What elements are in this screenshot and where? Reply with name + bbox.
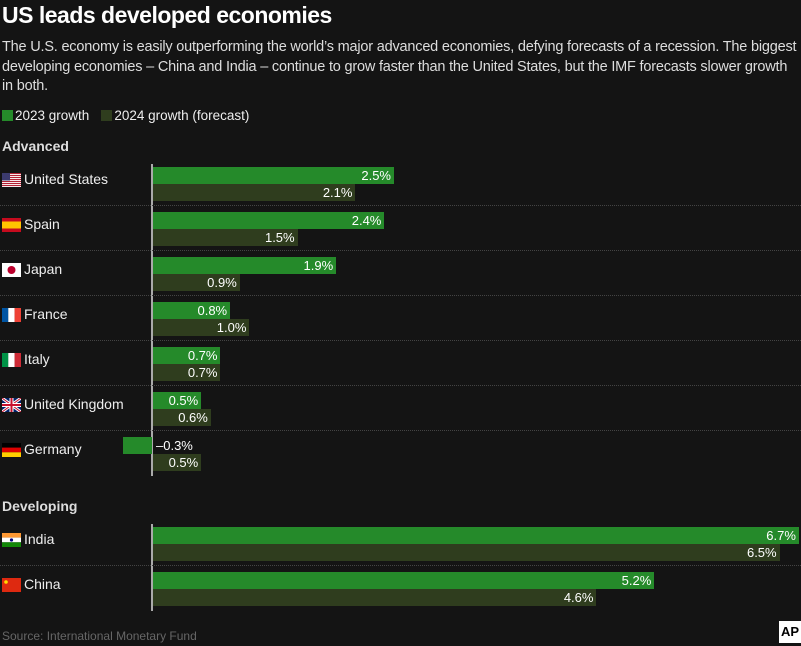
country-row: Spain 2.4% 1.5% xyxy=(0,205,801,250)
row-separator xyxy=(0,385,801,386)
bar-2023 xyxy=(153,392,202,409)
country-label: Germany xyxy=(24,441,82,457)
row-separator xyxy=(0,295,801,296)
flag-fr-icon xyxy=(2,308,21,322)
country-row: Japan 1.9% 0.9% xyxy=(0,250,801,295)
data-label: 1.9% xyxy=(303,258,334,273)
legend-item-2023: 2023 growth xyxy=(2,108,89,123)
data-label: 2.1% xyxy=(322,185,353,200)
country-row: United States 2.5% 2.1% xyxy=(0,160,801,205)
bar-2024 xyxy=(153,229,298,246)
country-row: India 6.7% 6.5% xyxy=(0,520,801,565)
data-label: 6.7% xyxy=(766,528,796,543)
bar-2023 xyxy=(153,572,655,589)
country-label: France xyxy=(24,306,68,322)
chart-title: US leads developed economies xyxy=(2,2,332,28)
country-label: India xyxy=(24,531,55,547)
bar-2023 xyxy=(123,437,152,454)
country-label: Italy xyxy=(24,351,50,367)
bar-2023 xyxy=(153,527,799,544)
country-row: China 5.2% 4.6% xyxy=(0,565,801,610)
data-label: 2.5% xyxy=(361,168,391,183)
country-label: China xyxy=(24,576,61,592)
group-label: Advanced xyxy=(2,138,69,154)
bar-2024 xyxy=(153,184,356,201)
bar-2024 xyxy=(153,589,597,606)
legend-swatch-2023 xyxy=(2,110,13,121)
source-note: Source: International Monetary Fund xyxy=(2,629,197,643)
row-separator xyxy=(0,565,801,566)
group-label: Developing xyxy=(2,498,78,514)
data-label: 6.5% xyxy=(746,545,777,560)
bar-2024 xyxy=(153,409,211,426)
bar-2024 xyxy=(153,454,202,471)
data-label: 5.2% xyxy=(621,573,652,588)
bar-2023 xyxy=(153,347,221,364)
bar-2024 xyxy=(153,364,221,381)
bar-2024 xyxy=(153,274,240,291)
zero-axis-line xyxy=(151,164,153,476)
flag-es-icon xyxy=(2,218,21,232)
legend-item-2024: 2024 growth (forecast) xyxy=(101,108,249,123)
data-label: 1.0% xyxy=(216,320,247,335)
country-row: Germany –0.3% 0.5% xyxy=(0,430,801,475)
ap-logo: AP xyxy=(779,621,801,643)
country-label: Japan xyxy=(24,261,63,277)
flag-de-icon xyxy=(2,443,21,457)
row-separator xyxy=(0,430,801,431)
country-row: France 0.8% 1.0% xyxy=(0,295,801,340)
data-label: 0.5% xyxy=(168,455,199,470)
data-label: 0.6% xyxy=(178,410,208,425)
row-separator xyxy=(0,250,801,251)
row-separator xyxy=(0,340,801,341)
bar-2023 xyxy=(153,167,394,184)
bar-2024 xyxy=(153,319,250,336)
flag-jp-icon xyxy=(2,263,21,277)
country-label: United States xyxy=(24,171,109,187)
bar-2023 xyxy=(153,212,385,229)
bar-2024 xyxy=(153,544,780,561)
flag-cn-icon xyxy=(2,578,21,592)
country-row: Italy 0.7% 0.7% xyxy=(0,340,801,385)
chart-subtitle: The U.S. economy is easily outperforming… xyxy=(2,39,797,94)
legend-swatch-2024 xyxy=(101,110,113,121)
data-label: 2.4% xyxy=(351,213,382,228)
legend: 2023 growth 2024 growth (forecast) xyxy=(2,108,249,123)
flag-gb-icon xyxy=(1,396,22,414)
legend-label-2024: 2024 growth (forecast) xyxy=(114,108,250,123)
country-row: United Kingdom 0.5% 0.6% xyxy=(0,385,801,430)
flag-it-icon xyxy=(2,353,21,367)
data-label: 0.5% xyxy=(168,393,199,408)
row-separator xyxy=(0,205,801,206)
flag-us-icon xyxy=(2,173,21,187)
data-label: 0.9% xyxy=(207,275,237,290)
bar-2023 xyxy=(153,257,337,274)
data-label: 0.8% xyxy=(197,303,228,318)
flag-in-icon xyxy=(2,533,21,547)
country-label: Spain xyxy=(24,216,60,232)
country-label: United Kingdom xyxy=(24,396,124,412)
data-label: 1.5% xyxy=(264,230,295,245)
data-label: –0.3% xyxy=(156,438,193,453)
data-label: 4.6% xyxy=(563,590,594,605)
bar-2023 xyxy=(153,302,231,319)
zero-axis-line xyxy=(151,524,153,611)
data-label: 0.7% xyxy=(187,348,218,363)
data-label: 0.7% xyxy=(187,365,218,380)
legend-label-2023: 2023 growth xyxy=(15,108,90,123)
